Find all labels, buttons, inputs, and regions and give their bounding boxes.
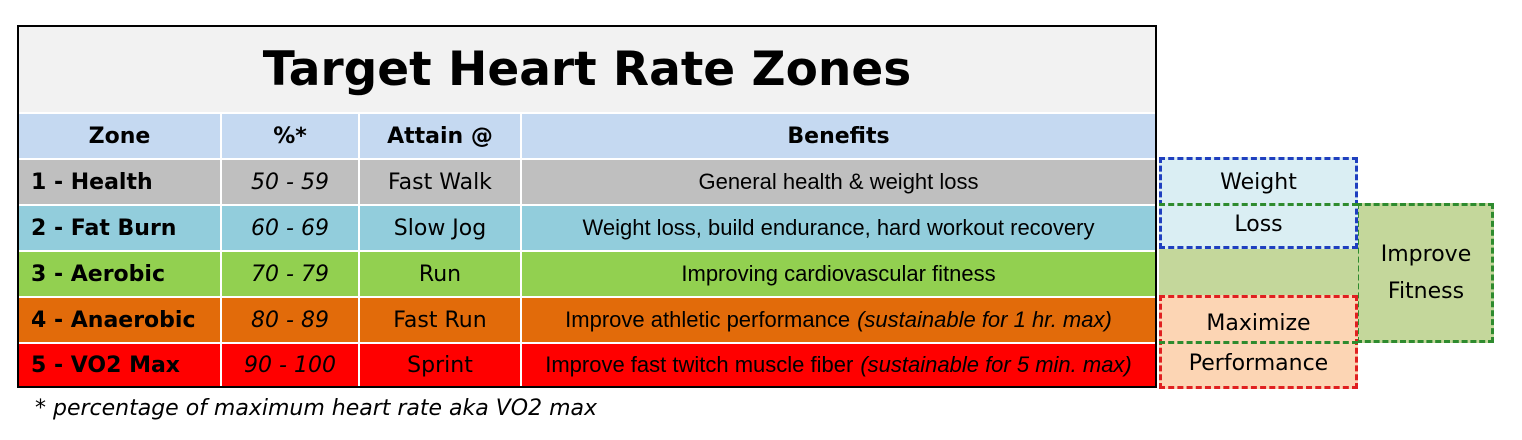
percent-cell: 90 - 100 (220, 344, 358, 386)
improve-label: Improve (1380, 242, 1472, 267)
table-row-aerobic: 3 - Aerobic 70 - 79 Run Improving cardio… (19, 250, 1155, 296)
heart-rate-table: Target Heart Rate Zones Zone %* Attain @… (17, 25, 1157, 388)
attain-cell: Slow Jog (358, 206, 520, 250)
maximize-label: Maximize (1206, 311, 1311, 336)
table-header-row: Zone %* Attain @ Benefits (19, 112, 1155, 158)
zone-cell: 3 - Aerobic (31, 261, 165, 287)
benefit-text: Improving cardiovascular fitness (681, 261, 996, 286)
benefit-text: General health & weight loss (698, 169, 979, 194)
benefit-cell: Weight loss, build endurance, hard worko… (520, 206, 1155, 250)
table-title: Target Heart Rate Zones (19, 27, 1155, 114)
benefit-cell: Improving cardiovascular fitness (520, 252, 1155, 296)
benefit-note: (sustainable for 5 min. max) (860, 352, 1132, 377)
loss-label: Loss (1234, 212, 1283, 237)
column-header-zone: Zone (88, 123, 151, 149)
zone-cell: 4 - Anaerobic (31, 307, 196, 333)
performance-label: Performance (1188, 351, 1329, 376)
attain-cell: Run (358, 252, 520, 296)
table-row-fat-burn: 2 - Fat Burn 60 - 69 Slow Jog Weight los… (19, 204, 1155, 250)
weight-label: Weight (1220, 170, 1297, 195)
fitness-label: Fitness (1387, 279, 1465, 304)
footnote: * percentage of maximum heart rate aka V… (35, 396, 598, 421)
column-header-percent: %* (220, 114, 358, 158)
zone-cell: 2 - Fat Burn (31, 215, 177, 241)
fitness-overlap-border (1159, 341, 1358, 344)
table-row-vo2-max: 5 - VO2 Max 90 - 100 Sprint Improve fast… (19, 342, 1155, 386)
fitness-overlap-border (1159, 203, 1358, 206)
column-header-benefits: Benefits (520, 114, 1155, 158)
benefit-cell: Improve fast twitch muscle fiber (sustain… (520, 344, 1155, 386)
benefit-cell: Improve athletic performance (sustainable… (520, 298, 1155, 342)
column-header-attain: Attain @ (358, 114, 520, 158)
benefit-text: Weight loss, build endurance, hard worko… (582, 215, 1095, 240)
aerobic-band (1159, 249, 1358, 295)
percent-cell: 70 - 79 (220, 252, 358, 296)
attain-cell: Sprint (358, 344, 520, 386)
zone-cell: 1 - Health (31, 169, 153, 195)
table-row-health: 1 - Health 50 - 59 Fast Walk General hea… (19, 158, 1155, 204)
attain-cell: Fast Walk (358, 160, 520, 204)
benefit-note: (sustainable for 1 hr. max) (857, 307, 1112, 332)
benefit-cell: General health & weight loss (520, 160, 1155, 204)
attain-cell: Fast Run (358, 298, 520, 342)
percent-cell: 60 - 69 (220, 206, 358, 250)
benefit-text: Improve athletic performance (565, 307, 851, 332)
table-row-anaerobic: 4 - Anaerobic 80 - 89 Fast Run Improve a… (19, 296, 1155, 342)
percent-cell: 80 - 89 (220, 298, 358, 342)
zone-cell: 5 - VO2 Max (31, 352, 180, 378)
improve-fitness-box (1356, 203, 1494, 343)
percent-cell: 50 - 59 (220, 160, 358, 204)
benefit-text: Improve fast twitch muscle fiber (545, 352, 854, 377)
